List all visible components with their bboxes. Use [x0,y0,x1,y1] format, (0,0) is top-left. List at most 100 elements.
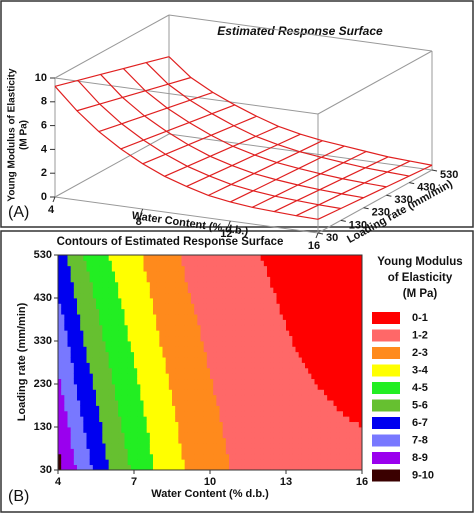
contour-cell [115,357,119,363]
contour-cell [238,287,243,294]
contour-cell [168,298,173,304]
contour-cell [327,362,331,369]
contour-cell [301,330,306,337]
contour-cell [254,394,258,401]
contour-cell [317,255,322,261]
contour-cell [355,341,360,347]
surface-line [120,104,235,150]
contour-cell [80,362,84,369]
contour-cell [219,303,224,310]
contour-cell [330,416,334,423]
contour-cell [355,437,360,444]
contour-cell [178,384,182,390]
contour-cell [105,271,110,277]
contour-cell [339,453,344,460]
contour-cell [254,448,258,455]
contour-cell [289,394,293,401]
contour-cell [333,362,338,369]
contour-cell [61,432,65,439]
contour-cell [238,405,243,412]
legend-swatch [372,364,400,377]
contour-cell [248,292,252,299]
contour-cell [327,351,331,358]
contour-cell [330,459,334,466]
x-tick [315,232,319,239]
contour-cell [124,346,129,353]
contour-cell [295,265,300,272]
contour-cell [115,405,119,412]
contour-cell [184,341,189,347]
z-axis-label-line: Young Modulus of Elasticity [7,68,18,202]
contour-cell [254,303,258,310]
contour-cell [254,432,258,439]
contour-cell [235,271,239,277]
contour-cell [232,394,236,401]
contour-cell [181,276,186,283]
contour-cell [172,298,176,304]
contour-cell [156,464,160,471]
contour-cell [187,367,192,374]
contour-cell [292,389,296,396]
contour-cell [80,303,84,310]
contour-cell [216,410,220,417]
contour-cell [146,287,151,294]
contour-cell [254,405,258,412]
contour-cell [311,324,315,331]
contour-cell [203,357,208,363]
contour-cell [213,303,217,310]
contour-cell [143,298,148,304]
contour-cell [317,351,322,358]
contour-cell [232,448,236,455]
x-tick-label: 12 [220,228,232,240]
contour-cell [282,287,287,294]
contour-cell [191,453,195,460]
contour-cell [159,346,163,353]
contour-cell [149,324,154,331]
contour-cell [308,394,312,401]
contour-cell [355,448,360,455]
contour-cell [305,271,309,277]
contour-cell [257,319,262,326]
contour-cell [305,351,309,358]
contour-cell [248,330,252,337]
contour-cell [127,416,132,423]
contour-cell [184,367,189,374]
contour-cell [67,292,72,299]
contour-cell [222,330,227,337]
contour-cell [61,464,65,471]
contour-cell [102,308,106,315]
contour-cell [267,319,271,326]
legend-swatch [372,329,400,342]
contour-cell [137,314,141,320]
contour-cell [159,400,163,406]
contour-cell [333,357,338,363]
contour-cell [327,367,331,374]
contour-cell [86,394,91,401]
contour-cell [219,410,224,417]
contour-cell [162,335,167,342]
contour-cell [143,405,148,412]
contour-cell [127,400,132,406]
contour-cell [159,351,163,358]
contour-cell [194,324,198,331]
contour-cell [165,459,170,466]
contour-cell [222,303,227,310]
contour-cell [64,400,68,406]
contour-cell [206,378,211,385]
contour-cell [355,303,360,310]
contour-cell [339,459,344,466]
contour-cell [175,341,179,347]
contour-cell [339,373,344,380]
contour-cell [99,265,103,272]
contour-cell [219,357,224,363]
contour-cell [143,464,148,471]
contour-cell [216,335,220,342]
contour-cell [257,367,262,374]
contour-cell [140,367,144,374]
contour-cell [308,410,312,417]
contour-cell [225,421,230,428]
contour-cell [73,298,78,304]
contour-cell [140,308,144,315]
contour-cell [244,459,249,466]
contour-cell [210,448,214,455]
